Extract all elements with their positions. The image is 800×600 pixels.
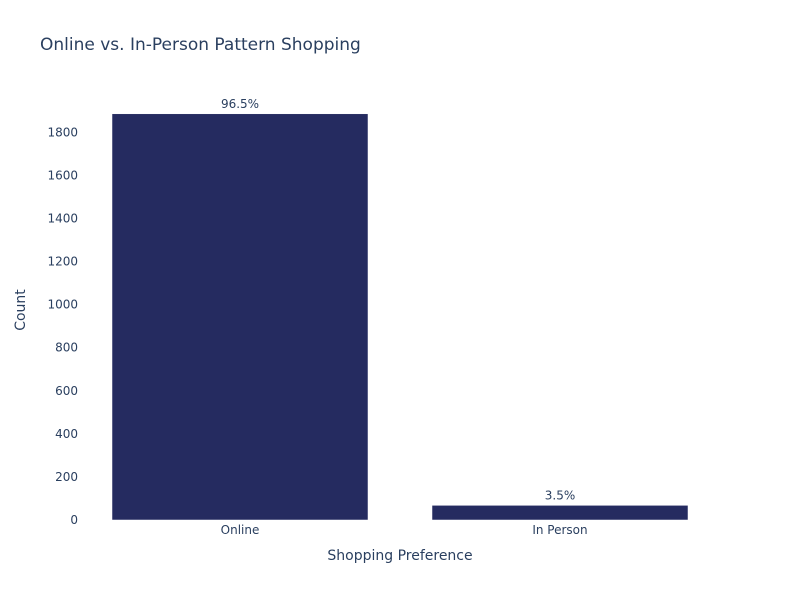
y-tick-label: 1600 [47, 168, 78, 182]
y-tick-label: 1000 [47, 298, 78, 312]
x-axis-title: Shopping Preference [327, 548, 472, 564]
x-tick-label: Online [221, 523, 260, 537]
bar-data-label: 96.5% [221, 97, 259, 111]
x-tick-label: In Person [532, 523, 587, 537]
data-labels-group: 96.5% 3.5% [221, 97, 575, 503]
y-tick-label: 200 [55, 470, 78, 484]
y-tick-label: 1800 [47, 125, 78, 139]
y-tick-label: 400 [55, 427, 78, 441]
x-axis-ticks: Online In Person [221, 523, 588, 537]
bar [111, 113, 369, 521]
y-tick-label: 600 [55, 384, 78, 398]
bar [431, 505, 689, 521]
y-axis-title: Count [13, 289, 29, 331]
y-tick-label: 1400 [47, 211, 78, 225]
bars-group [111, 113, 689, 521]
y-tick-label: 800 [55, 341, 78, 355]
chart-title: Online vs. In-Person Pattern Shopping [40, 35, 361, 55]
y-axis-ticks: 0 200 400 600 800 1000 1200 1400 1600 1800 [47, 125, 78, 527]
y-tick-label: 0 [70, 513, 78, 527]
y-tick-label: 1200 [47, 255, 78, 269]
bar-data-label: 3.5% [545, 488, 576, 502]
